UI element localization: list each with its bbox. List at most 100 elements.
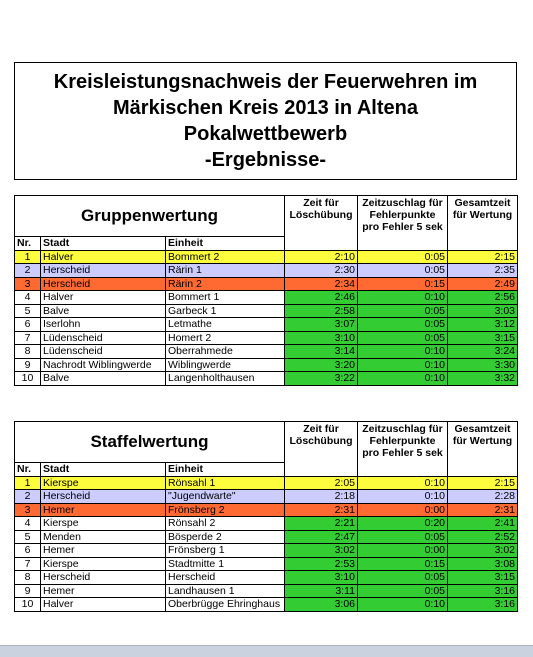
cell: Rönsahl 2: [164, 516, 286, 531]
cell: 2:28: [447, 489, 519, 504]
cell: 1: [14, 475, 41, 490]
cell: Balve: [40, 371, 166, 386]
title-box: Kreisleistungsnachweis der Feuerwehren i…: [14, 62, 517, 180]
title-line: Kreisleistungsnachweis der Feuerwehren i…: [53, 71, 478, 93]
cell: 3:10: [284, 330, 359, 345]
cell: Frönsberg 2: [164, 502, 286, 517]
cell: Iserlohn: [40, 317, 166, 332]
cell: 6: [14, 543, 41, 558]
cell: 2:35: [447, 263, 519, 278]
cell: Bösperde 2: [164, 529, 286, 544]
cell: 0:05: [357, 249, 449, 264]
cell: 6: [14, 317, 41, 332]
cell: Lüdenscheid: [40, 344, 166, 359]
cell: 9: [14, 357, 41, 372]
cell: Hemer: [40, 502, 166, 517]
column-label: Nr.: [14, 236, 41, 251]
cell: 2:56: [447, 290, 519, 305]
data-row: 10 Balve Langenholthausen 3:22 0:10 3:32: [14, 371, 519, 386]
cell: 5: [14, 303, 41, 318]
data-row: 2 Herscheid "Jugendwarte" 2:18 0:10 2:28: [14, 489, 519, 504]
cell: 7: [14, 330, 41, 345]
cell: Stadtmitte 1: [164, 556, 286, 571]
cell: 0:10: [357, 290, 449, 305]
cell: Letmathe: [164, 317, 286, 332]
cell: Langenholthausen: [164, 371, 286, 386]
column-label: Einheit: [164, 462, 286, 477]
cell: 3:20: [284, 357, 359, 372]
data-row: 4 Halver Bommert 1 2:46 0:10 2:56: [14, 290, 519, 305]
column-header: Zeit für Löschübung: [284, 195, 359, 251]
cell: 1: [14, 249, 41, 264]
data-row: 9 Hemer Landhausen 1 3:11 0:05 3:16: [14, 583, 519, 598]
cell: 0:15: [357, 276, 449, 291]
cell: 2: [14, 263, 41, 278]
cell: 2: [14, 489, 41, 504]
cell: Rärin 1: [164, 263, 286, 278]
results-table: Staffelwertung Zeit für Löschübung Zeitzus…: [13, 421, 519, 612]
column-row: Nr. Stadt Einheit: [14, 462, 518, 477]
data-row: 7 Kierspe Stadtmitte 1 2:53 0:15 3:08: [14, 556, 519, 571]
cell: 2:18: [284, 489, 359, 504]
cell: 2:21: [284, 516, 359, 531]
cell: 3:11: [284, 583, 359, 598]
cell: Halver: [40, 249, 166, 264]
column-header: Zeit für Löschübung: [284, 421, 359, 477]
cell: Kierspe: [40, 516, 166, 531]
header-row: Staffelwertung Zeit für Löschübung Zeitzus…: [13, 421, 519, 477]
cell: 0:10: [357, 357, 449, 372]
cell: 4: [14, 290, 41, 305]
cell: 0:05: [357, 303, 449, 318]
column-label: Stadt: [40, 462, 166, 477]
cell: Herscheid: [40, 570, 166, 585]
cell: 10: [14, 597, 41, 612]
data-row: 6 Iserlohn Letmathe 3:07 0:05 3:12: [14, 317, 519, 332]
cell: Halver: [40, 597, 166, 612]
data-row: 6 Hemer Frönsberg 1 3:02 0:00 3:02: [14, 543, 519, 558]
cell: Lüdenscheid: [40, 330, 166, 345]
cell: Oberbrügge Ehringhaus: [164, 597, 286, 612]
column-label: Nr.: [14, 462, 41, 477]
cell: Menden: [40, 529, 166, 544]
cell: 7: [14, 556, 41, 571]
cell: 3: [14, 276, 41, 291]
column-label: Stadt: [40, 236, 166, 251]
cell: Herscheid: [40, 276, 166, 291]
data-row: 5 Menden Bösperde 2 2:47 0:05 2:52: [14, 529, 519, 544]
cell: 0:05: [357, 263, 449, 278]
cell: 2:49: [447, 276, 519, 291]
cell: 0:05: [357, 570, 449, 585]
data-row: 8 Herscheid Herscheid 3:10 0:05 3:15: [14, 570, 519, 585]
cell: 2:31: [447, 502, 519, 517]
cell: Herscheid: [40, 263, 166, 278]
cell: 3:02: [284, 543, 359, 558]
cell: 8: [14, 570, 41, 585]
cell: 3:06: [284, 597, 359, 612]
cell: 2:47: [284, 529, 359, 544]
cell: 0:05: [357, 330, 449, 345]
cell: 3:03: [447, 303, 519, 318]
cell: 0:10: [357, 344, 449, 359]
cell: Wiblingwerde: [164, 357, 286, 372]
cell: 0:05: [357, 529, 449, 544]
cell: 2:53: [284, 556, 359, 571]
cell: 0:00: [357, 502, 449, 517]
cell: 4: [14, 516, 41, 531]
data-row: 8 Lüdenscheid Oberrahmede 3:14 0:10 3:24: [14, 344, 519, 359]
cell: 2:34: [284, 276, 359, 291]
cell: 2:15: [447, 475, 519, 490]
column-header: Zeitzuschlag für Fehlerpunkte pro Fehler…: [357, 195, 449, 251]
data-row: 1 Kierspe Rönsahl 1 2:05 0:10 2:15: [14, 475, 519, 490]
cell: Halver: [40, 290, 166, 305]
header-row: Gruppenwertung Zeit für Löschübung Zeitzus…: [13, 195, 519, 251]
cell: 0:10: [357, 475, 449, 490]
column-header: Zeitzuschlag für Fehlerpunkte pro Fehler…: [357, 421, 449, 477]
cell: Kierspe: [40, 556, 166, 571]
data-row: 4 Kierspe Rönsahl 2 2:21 0:20 2:41: [14, 516, 519, 531]
cell: Kierspe: [40, 475, 166, 490]
cell: 9: [14, 583, 41, 598]
column-header: Gesamtzeit für Wertung: [447, 421, 519, 477]
cell: 2:58: [284, 303, 359, 318]
cell: 3: [14, 502, 41, 517]
